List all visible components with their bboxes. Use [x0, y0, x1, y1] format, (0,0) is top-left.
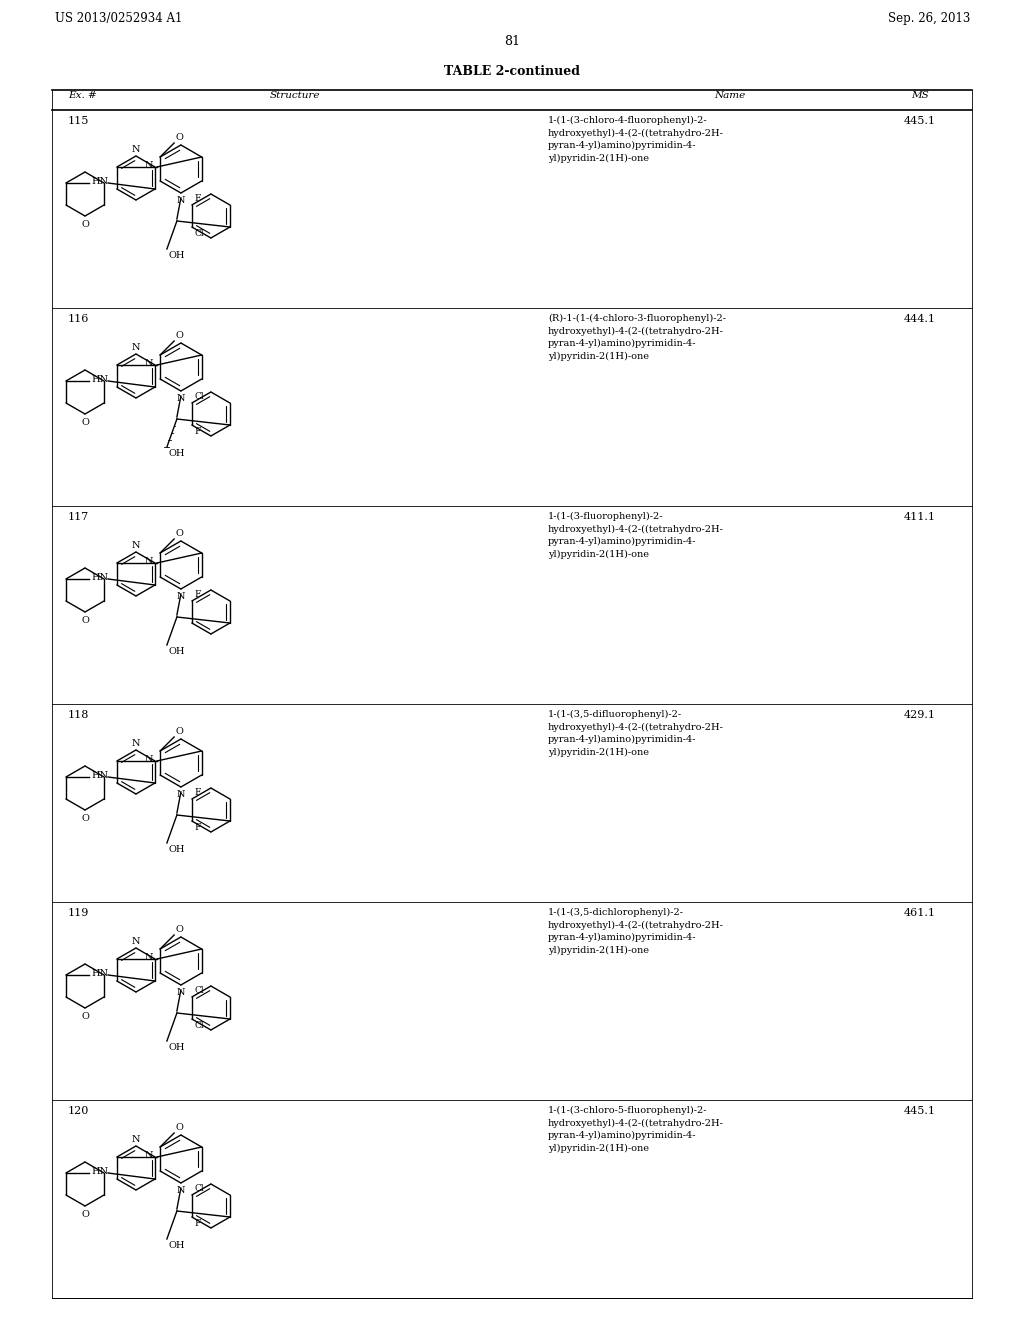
Text: 445.1: 445.1 [904, 116, 936, 125]
Text: 116: 116 [68, 314, 89, 323]
Text: O: O [175, 727, 183, 737]
Text: O: O [175, 133, 183, 143]
Text: N: N [144, 359, 153, 368]
Text: HN: HN [91, 177, 109, 186]
Text: O: O [175, 925, 183, 935]
Text: Cl: Cl [195, 228, 205, 238]
Text: N: N [177, 195, 185, 205]
Text: N: N [132, 937, 140, 946]
Text: Cl: Cl [195, 392, 205, 401]
Text: O: O [175, 331, 183, 341]
Text: O: O [81, 220, 89, 228]
Text: N: N [177, 393, 185, 403]
Text: Sep. 26, 2013: Sep. 26, 2013 [888, 12, 970, 25]
Text: MS: MS [911, 91, 929, 100]
Text: US 2013/0252934 A1: US 2013/0252934 A1 [55, 12, 182, 25]
Text: F: F [195, 426, 202, 436]
Text: 461.1: 461.1 [904, 908, 936, 917]
Text: N: N [177, 1185, 185, 1195]
Text: O: O [175, 1123, 183, 1133]
Text: N: N [144, 755, 153, 764]
Text: 81: 81 [504, 36, 520, 48]
Text: N: N [132, 541, 140, 550]
Text: HN: HN [91, 1167, 109, 1176]
Text: F: F [195, 590, 202, 599]
Text: 1-(1-(3-chloro-5-fluorophenyl)-2-
hydroxyethyl)-4-(2-((tetrahydro-2H-
pyran-4-yl: 1-(1-(3-chloro-5-fluorophenyl)-2- hydrox… [548, 1106, 724, 1154]
Text: 445.1: 445.1 [904, 1106, 936, 1115]
Text: OH: OH [169, 449, 185, 458]
Text: OH: OH [169, 647, 185, 656]
Text: 117: 117 [68, 512, 89, 521]
Text: 1-(1-(3,5-difluorophenyl)-2-
hydroxyethyl)-4-(2-((tetrahydro-2H-
pyran-4-yl)amin: 1-(1-(3,5-difluorophenyl)-2- hydroxyethy… [548, 710, 724, 758]
Text: OH: OH [169, 1043, 185, 1052]
Text: O: O [81, 418, 89, 426]
Text: OH: OH [169, 251, 185, 260]
Text: N: N [177, 591, 185, 601]
Text: F: F [195, 1218, 202, 1228]
Text: N: N [177, 789, 185, 799]
Text: HN: HN [91, 771, 109, 780]
Text: OH: OH [169, 845, 185, 854]
Text: HN: HN [91, 573, 109, 582]
Text: 120: 120 [68, 1106, 89, 1115]
Text: Ex. #: Ex. # [68, 91, 96, 100]
Text: 429.1: 429.1 [904, 710, 936, 719]
Text: 115: 115 [68, 116, 89, 125]
Text: N: N [177, 987, 185, 997]
Text: 411.1: 411.1 [904, 512, 936, 521]
Text: O: O [81, 1210, 89, 1218]
Text: OH: OH [169, 1241, 185, 1250]
Text: F: F [195, 788, 202, 797]
Text: 1-(1-(3-chloro-4-fluorophenyl)-2-
hydroxyethyl)-4-(2-((tetrahydro-2H-
pyran-4-yl: 1-(1-(3-chloro-4-fluorophenyl)-2- hydrox… [548, 116, 724, 164]
Text: F: F [195, 194, 202, 203]
Text: 119: 119 [68, 908, 89, 917]
Text: Structure: Structure [269, 91, 321, 100]
Text: 1-(1-(3,5-dichlorophenyl)-2-
hydroxyethyl)-4-(2-((tetrahydro-2H-
pyran-4-yl)amin: 1-(1-(3,5-dichlorophenyl)-2- hydroxyethy… [548, 908, 724, 956]
Text: O: O [81, 1012, 89, 1020]
Text: HN: HN [91, 375, 109, 384]
Text: N: N [144, 161, 153, 170]
Text: TABLE 2-continued: TABLE 2-continued [444, 65, 580, 78]
Text: N: N [144, 557, 153, 566]
Text: 1-(1-(3-fluorophenyl)-2-
hydroxyethyl)-4-(2-((tetrahydro-2H-
pyran-4-yl)amino)py: 1-(1-(3-fluorophenyl)-2- hydroxyethyl)-4… [548, 512, 724, 560]
Text: N: N [132, 1135, 140, 1144]
Text: O: O [81, 814, 89, 822]
Text: 444.1: 444.1 [904, 314, 936, 323]
Text: 118: 118 [68, 710, 89, 719]
Text: F: F [195, 822, 202, 832]
Text: O: O [81, 616, 89, 624]
Text: O: O [175, 529, 183, 539]
Text: Name: Name [715, 91, 745, 100]
Text: (R)-1-(1-(4-chloro-3-fluorophenyl)-2-
hydroxyethyl)-4-(2-((tetrahydro-2H-
pyran-: (R)-1-(1-(4-chloro-3-fluorophenyl)-2- hy… [548, 314, 726, 362]
Text: Cl: Cl [195, 1020, 205, 1030]
Text: Cl: Cl [195, 986, 205, 995]
Text: N: N [144, 953, 153, 962]
Text: HN: HN [91, 969, 109, 978]
Text: N: N [132, 343, 140, 352]
Text: Cl: Cl [195, 1184, 205, 1193]
Text: N: N [132, 145, 140, 154]
Text: N: N [144, 1151, 153, 1160]
Text: N: N [132, 739, 140, 748]
